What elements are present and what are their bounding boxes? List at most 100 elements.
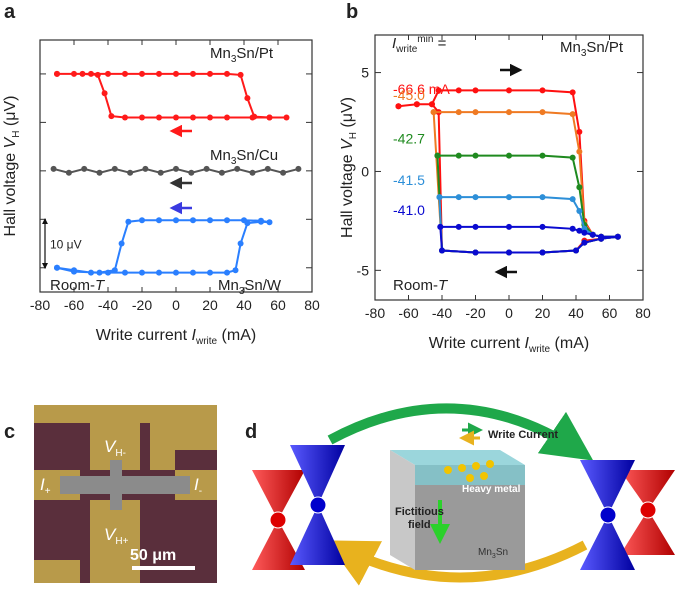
- data-point: [88, 70, 94, 77]
- text-piece: I: [192, 327, 197, 344]
- x-tick-label: -20: [465, 305, 485, 321]
- data-point: [428, 101, 435, 108]
- annotation: Mn3Sn/Pt: [560, 39, 624, 59]
- data-point: [266, 114, 273, 121]
- text-piece: (μV): [2, 96, 19, 131]
- data-point: [249, 169, 256, 176]
- data-point: [88, 269, 94, 276]
- y-axis-label: Hall voltage VH (μV): [2, 96, 22, 237]
- x-tick-label: -80: [365, 305, 385, 321]
- data-point: [173, 217, 179, 224]
- data-point: [506, 152, 512, 159]
- data-point: [54, 70, 60, 77]
- data-point: [224, 217, 230, 224]
- text-piece: V: [2, 136, 19, 148]
- data-point: [127, 169, 134, 176]
- text-piece: Hall voltage: [339, 150, 356, 238]
- panel-label: b: [346, 1, 358, 23]
- data-point: [614, 233, 621, 240]
- data-point: [207, 217, 213, 224]
- data-point: [472, 194, 479, 201]
- data-point: [264, 165, 271, 172]
- data-point: [576, 227, 583, 234]
- data-point: [156, 70, 162, 77]
- data-point: [173, 165, 179, 172]
- x-tick-label: 0: [172, 297, 180, 313]
- x-tick-label: 20: [535, 305, 551, 321]
- data-point: [237, 71, 244, 78]
- data-point: [50, 165, 57, 172]
- text-piece: 3: [231, 156, 237, 167]
- data-point: [434, 152, 441, 159]
- data-point: [207, 114, 213, 121]
- annotation: Room-T: [50, 277, 106, 294]
- text-piece: T: [438, 277, 449, 294]
- data-point: [81, 165, 88, 172]
- data-point: [190, 70, 196, 77]
- data-point: [395, 103, 402, 110]
- text-piece: (mA): [217, 327, 256, 344]
- data-point: [111, 267, 118, 274]
- data-point: [283, 114, 290, 121]
- text-piece: write: [195, 336, 218, 347]
- series-line: [57, 72, 287, 119]
- data-point: [190, 269, 196, 276]
- charts: -80 -60 -40 -20 0 20 40 60 80 Write current Iwrit…: [2, 34, 651, 355]
- x-axis-label: Write current Iwrite (mA): [96, 327, 256, 347]
- x-tick-label: -60: [64, 297, 84, 313]
- text-piece: min: [417, 34, 433, 45]
- scale-label: 50 μm: [130, 547, 176, 564]
- x-tick-label: 40: [568, 305, 584, 321]
- data-point: [258, 217, 264, 224]
- data-point: [576, 208, 583, 215]
- data-point: [589, 231, 596, 238]
- data-point: [569, 196, 576, 203]
- data-point: [173, 269, 179, 276]
- x-tick-label: -20: [132, 297, 152, 313]
- data-point: [122, 70, 128, 77]
- data-point: [232, 267, 239, 274]
- data-point: [96, 269, 103, 276]
- x-tick-label: 60: [602, 305, 618, 321]
- data-point: [455, 223, 462, 230]
- series-label: -41.5: [393, 172, 425, 188]
- data-point: [576, 148, 583, 155]
- data-point: [455, 194, 462, 201]
- data-point: [156, 269, 162, 276]
- text-piece: Mn: [218, 277, 239, 294]
- data-point: [65, 169, 72, 176]
- data-point: [280, 169, 287, 176]
- data-point: [71, 70, 77, 77]
- data-point: [506, 249, 512, 256]
- data-point: [472, 249, 479, 256]
- data-point: [234, 165, 241, 172]
- data-point: [224, 114, 230, 121]
- data-point: [190, 217, 196, 224]
- series-label: -42.7: [393, 131, 425, 147]
- x-tick-label: 20: [202, 297, 218, 313]
- series-line: [56, 219, 270, 274]
- text-piece: Sn/Pt: [586, 39, 624, 56]
- data-point: [539, 249, 546, 256]
- micrograph: [34, 405, 217, 583]
- data-point: [224, 70, 230, 77]
- data-point: [569, 154, 576, 161]
- scale-bar-label: 10 μV: [50, 238, 82, 252]
- data-point: [539, 152, 546, 159]
- series-line: [436, 154, 618, 254]
- text-piece: 3: [581, 48, 587, 59]
- data-point: [122, 114, 128, 121]
- data-point: [142, 165, 149, 172]
- x-tick-label: -60: [398, 305, 418, 321]
- data-point: [207, 70, 213, 77]
- data-point: [539, 223, 546, 230]
- data-point: [539, 87, 546, 94]
- data-point: [472, 152, 479, 159]
- label: Mn3Sn: [478, 547, 508, 560]
- label: Fictitious field: [395, 506, 444, 531]
- data-point: [506, 223, 512, 230]
- data-point: [576, 184, 583, 191]
- series-line: [438, 196, 618, 254]
- data-point: [173, 114, 179, 121]
- text-piece: Room-: [393, 277, 438, 294]
